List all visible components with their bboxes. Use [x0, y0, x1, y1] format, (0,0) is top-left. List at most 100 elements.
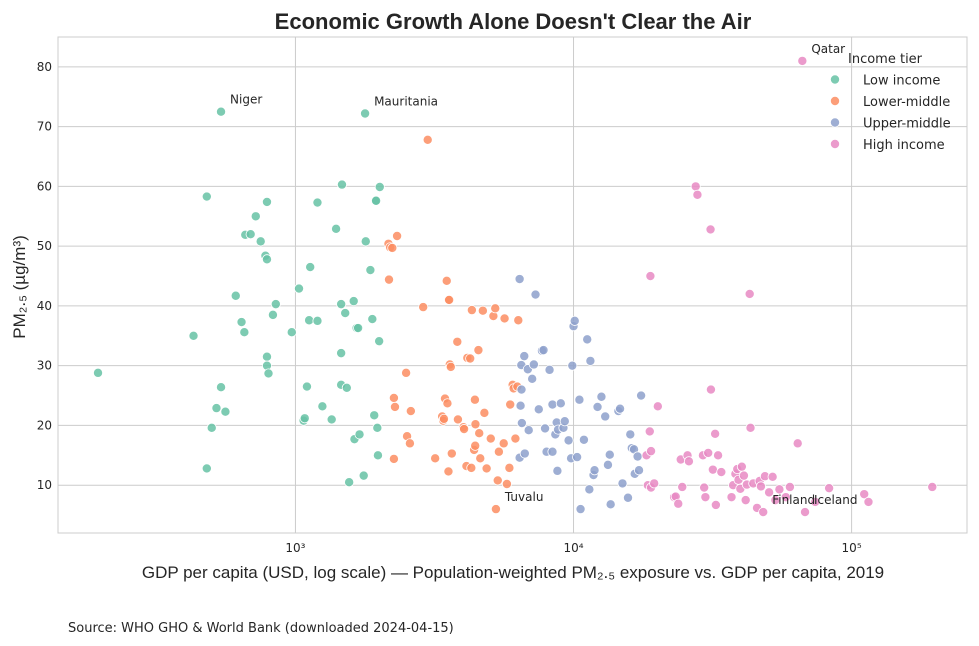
data-point: [600, 411, 611, 422]
x-tick-label: 10³: [285, 541, 305, 555]
data-point: [824, 483, 835, 494]
data-point: [445, 361, 456, 372]
data-point: [617, 478, 628, 489]
data-point: [301, 381, 312, 392]
data-point: [585, 355, 596, 366]
data-point: [475, 453, 486, 464]
legend-marker: [830, 117, 841, 128]
data-point: [418, 302, 429, 313]
series-upper-middle: [514, 274, 647, 515]
data-point: [710, 428, 721, 439]
data-point: [331, 223, 342, 234]
data-point: [312, 197, 323, 208]
data-point: [516, 418, 527, 429]
data-point: [286, 327, 297, 338]
data-point: [736, 461, 747, 472]
data-point: [270, 299, 281, 310]
data-point: [230, 290, 241, 301]
data-point: [710, 499, 721, 510]
data-point: [220, 406, 231, 417]
data-point: [261, 254, 272, 265]
data-point: [371, 195, 382, 206]
data-point: [372, 422, 383, 433]
data-point: [245, 229, 256, 240]
annotation-label: Mauritania: [374, 94, 438, 108]
data-point: [492, 475, 503, 486]
data-point: [341, 382, 352, 393]
data-point: [405, 406, 416, 417]
data-point: [770, 495, 781, 506]
data-point: [514, 274, 525, 285]
data-point: [504, 462, 515, 473]
data-point: [515, 400, 526, 411]
y-tick-label: 40: [37, 299, 52, 313]
data-point: [519, 448, 530, 459]
data-point: [677, 481, 688, 492]
annotation-label: Iceland: [814, 493, 857, 507]
legend-label: Lower-middle: [863, 95, 950, 110]
data-point: [527, 373, 538, 384]
data-point: [523, 425, 534, 436]
source-note: Source: WHO GHO & World Bank (downloaded…: [68, 621, 454, 636]
data-point: [261, 196, 272, 207]
y-tick-label: 70: [37, 120, 52, 134]
data-point: [469, 394, 480, 405]
data-point: [490, 504, 501, 515]
y-tick-label: 60: [37, 179, 52, 193]
data-point: [384, 274, 395, 285]
data-point: [206, 422, 217, 433]
data-point: [452, 336, 463, 347]
x-axis-ticks: 10³ 10⁴ 10⁵: [285, 541, 861, 555]
data-point: [810, 496, 821, 507]
data-point: [516, 384, 527, 395]
data-point: [444, 294, 455, 305]
data-point: [201, 463, 212, 474]
data-point: [574, 394, 585, 405]
data-point: [690, 181, 701, 192]
data-point: [744, 288, 755, 299]
data-point: [859, 489, 870, 500]
data-point: [389, 401, 400, 412]
annotation-label: Niger: [230, 93, 262, 107]
data-point: [544, 364, 555, 375]
data-point: [745, 422, 756, 433]
y-tick-label: 80: [37, 60, 52, 74]
data-point: [758, 507, 769, 518]
data-point: [211, 403, 222, 414]
data-point: [552, 465, 563, 476]
annotation-label: Tuvalu: [504, 490, 544, 504]
data-point: [533, 404, 544, 415]
data-point: [305, 262, 316, 273]
data-point: [738, 470, 749, 481]
data-point: [699, 482, 710, 493]
data-point: [774, 484, 785, 495]
data-point: [510, 433, 521, 444]
data-point: [263, 368, 274, 379]
y-axis-ticks: 10 20 30 40 50 60 70 80: [37, 60, 52, 492]
data-point: [705, 224, 716, 235]
data-point: [652, 401, 663, 412]
data-point: [466, 462, 477, 473]
data-point: [604, 449, 615, 460]
data-point: [250, 211, 261, 222]
legend-label: Upper-middle: [863, 117, 951, 132]
data-point: [646, 446, 657, 457]
data-point: [582, 334, 593, 345]
data-point: [317, 401, 328, 412]
data-point: [340, 308, 351, 319]
data-point: [547, 446, 558, 457]
data-point: [470, 440, 481, 451]
data-point: [441, 275, 452, 286]
data-point: [592, 401, 603, 412]
data-point: [513, 315, 524, 326]
data-point: [615, 403, 626, 414]
data-point: [216, 382, 227, 393]
data-point: [726, 492, 737, 503]
data-point: [188, 330, 199, 341]
data-point: [360, 236, 371, 247]
data-point: [294, 283, 305, 294]
data-point: [927, 481, 938, 492]
y-axis-label: PM₂.₅ (µg/m³): [10, 235, 29, 339]
annotation-label: Qatar: [811, 42, 845, 56]
